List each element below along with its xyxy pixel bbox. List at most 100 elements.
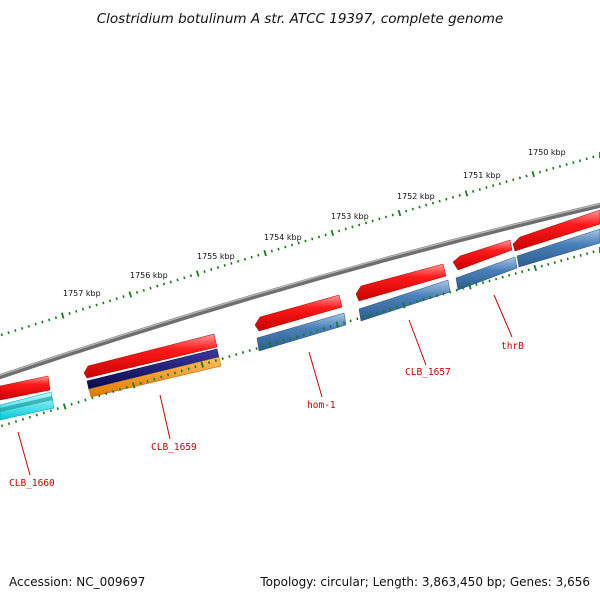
ruler-tick: [349, 319, 352, 323]
forward-cds[interactable]: [0, 375, 51, 401]
ruler-tick: [464, 190, 469, 197]
genome-summary-text: Topology: circular; Length: 3,863,450 bp…: [259, 575, 590, 589]
forward-cds[interactable]: [83, 333, 218, 379]
ruler-tick: [49, 409, 52, 413]
ruler-tick: [203, 270, 206, 274]
gene-label-CLB_1657[interactable]: CLB_1657: [405, 367, 451, 378]
accession-text: Accession: NC_009697: [9, 575, 145, 589]
ruler-tick: [429, 296, 432, 300]
ruler-tick: [228, 355, 231, 358]
ruler-tick: [0, 424, 4, 428]
ruler-tick: [42, 411, 45, 415]
ruler-tick: [277, 247, 280, 251]
ruler-label-1756: 1756 kbp: [130, 271, 168, 280]
ruler-tick: [425, 203, 428, 207]
leader-hom-1: [308, 351, 323, 398]
ruler-tick: [270, 249, 273, 253]
ruler-tick: [324, 233, 327, 237]
ruler-tick: [376, 311, 379, 315]
forward-cds[interactable]: [512, 209, 600, 252]
leader-CLB_1660: [17, 431, 31, 476]
ruler-tick: [572, 161, 575, 165]
ruler-tick: [533, 264, 537, 272]
ruler-inner: [0, 247, 600, 428]
ruler-tick: [344, 227, 347, 231]
ruler-tick: [48, 318, 51, 322]
ruler-tick: [153, 377, 156, 381]
ruler-tick: [356, 317, 359, 321]
ruler-tick: [102, 301, 105, 305]
gene-label-hom-1[interactable]: hom-1: [307, 400, 336, 411]
ruler-tick: [268, 341, 272, 348]
ruler-tick: [521, 270, 524, 274]
ruler-tick: [416, 300, 419, 303]
ruler-tick: [311, 237, 314, 241]
ruler-tick: [531, 170, 535, 178]
ruler-tick: [189, 274, 193, 278]
ruler-tick: [111, 390, 115, 394]
ruler-tick: [21, 417, 25, 421]
ruler-tick: [14, 329, 17, 332]
ruler-tick: [514, 272, 517, 275]
ruler-tick: [462, 286, 465, 290]
ruler-tick: [525, 174, 528, 178]
reverse-cds[interactable]: [256, 312, 347, 352]
ruler-tick: [391, 213, 394, 217]
ruler-tick: [351, 225, 354, 229]
ruler-tick: [250, 255, 253, 259]
ruler-label-1753: 1753 kbp: [331, 212, 369, 221]
ruler-tick: [358, 223, 361, 227]
ruler-tick: [263, 250, 267, 257]
ruler-tick: [221, 357, 224, 361]
reverse-cds[interactable]: [358, 279, 451, 322]
ruler-tick: [284, 245, 287, 249]
ruler-tick: [431, 201, 435, 205]
ruler-tick: [187, 367, 190, 371]
leader-CLB_1657: [408, 319, 427, 366]
ruler-tick: [573, 255, 576, 259]
reverse-cds[interactable]: [516, 228, 600, 268]
ruler-tick: [592, 250, 595, 254]
ruler-tick: [275, 340, 278, 344]
ruler-tick: [98, 394, 101, 398]
ruler-tick: [118, 388, 122, 391]
gene-label-thrB[interactable]: thrB: [501, 341, 524, 352]
ruler-tick: [77, 400, 80, 404]
ruler-tick: [505, 180, 508, 184]
ruler-tick: [34, 322, 37, 326]
ruler-tick: [255, 347, 258, 350]
reverse-cds[interactable]: [455, 256, 518, 291]
ruler-tick: [478, 188, 481, 191]
reverse-cds-shadow: [0, 396, 53, 412]
ruler-tick: [35, 413, 39, 417]
ruler-tick: [585, 157, 588, 161]
forward-cds[interactable]: [254, 294, 343, 332]
ruler-tick: [60, 312, 65, 319]
ruler-tick: [309, 331, 312, 334]
ruler-tick: [330, 229, 335, 237]
ruler-tick: [135, 290, 139, 294]
ruler-tick: [565, 163, 568, 166]
ruler-tick: [289, 337, 292, 340]
gene-label-CLB_1660[interactable]: CLB_1660: [9, 478, 55, 489]
gene-label-CLB_1659[interactable]: CLB_1659: [151, 442, 197, 453]
ruler-tick: [257, 253, 260, 257]
ruler-tick: [216, 266, 220, 269]
ruler-tick: [405, 209, 408, 213]
ruler-tick: [196, 270, 200, 277]
ruler-tick: [538, 170, 542, 174]
ruler-tick: [527, 268, 530, 272]
ruler-tick: [166, 373, 170, 377]
ruler-tick: [512, 178, 515, 182]
forward-cds[interactable]: [452, 239, 513, 271]
ruler-tick: [56, 407, 59, 411]
ruler-tick: [578, 159, 582, 163]
ruler-tick: [156, 284, 159, 288]
reverse-cds[interactable]: [88, 356, 222, 398]
ruler-tick: [128, 291, 133, 298]
ruler-tick: [553, 261, 556, 265]
ruler-tick: [317, 235, 321, 239]
ruler-tick: [125, 385, 128, 389]
forward-cds[interactable]: [355, 263, 447, 302]
ruler-tick: [95, 303, 98, 307]
